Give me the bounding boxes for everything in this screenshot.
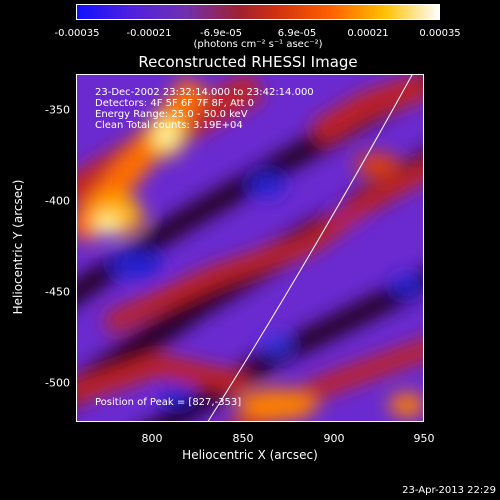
timestamp-footer: 23-Apr-2013 22:29 bbox=[402, 485, 496, 496]
y-tick-label: -350 bbox=[45, 103, 70, 117]
image-canvas bbox=[77, 75, 423, 421]
colorbar bbox=[76, 4, 440, 20]
colorbar-tick: 6.9e-05 bbox=[277, 28, 317, 39]
rhessi-image bbox=[76, 74, 424, 422]
colorbar-tick: -0.00035 bbox=[54, 28, 100, 39]
peak-position: Position of Peak = [827,-353] bbox=[95, 397, 242, 408]
solar-limb-line bbox=[207, 75, 413, 421]
info-energy: Energy Range: 25.0 - 50.0 keV bbox=[95, 109, 248, 120]
colorbar-units: (photons cm⁻² s⁻¹ asec⁻²) bbox=[193, 39, 323, 50]
plot-title: Reconstructed RHESSI Image bbox=[138, 53, 358, 71]
colorbar-tick: -6.9e-05 bbox=[200, 28, 242, 39]
x-tick-label: 850 bbox=[232, 432, 254, 445]
x-tick-label: 800 bbox=[141, 432, 163, 445]
info-time: 23-Dec-2002 23:32:14.000 to 23:42:14.000 bbox=[95, 87, 314, 98]
y-tick-label: -450 bbox=[45, 285, 70, 299]
y-tick-label: -400 bbox=[45, 194, 70, 208]
y-axis-label: Heliocentric Y (arcsec) bbox=[11, 179, 25, 315]
colorbar-tick: 0.00021 bbox=[347, 28, 389, 39]
colorbar-tick: 0.00035 bbox=[419, 28, 461, 39]
x-axis-label: Heliocentric X (arcsec) bbox=[182, 448, 318, 462]
info-algorithm: Clean Total counts: 3.19E+04 bbox=[95, 120, 243, 131]
info-detectors: Detectors: 4F 5F 6F 7F 8F, Att 0 bbox=[95, 98, 255, 109]
y-tick-label: -500 bbox=[45, 376, 70, 390]
colorbar-tick: -0.00021 bbox=[126, 28, 172, 39]
x-tick-label: 900 bbox=[323, 432, 345, 445]
x-tick-label: 950 bbox=[413, 432, 435, 445]
